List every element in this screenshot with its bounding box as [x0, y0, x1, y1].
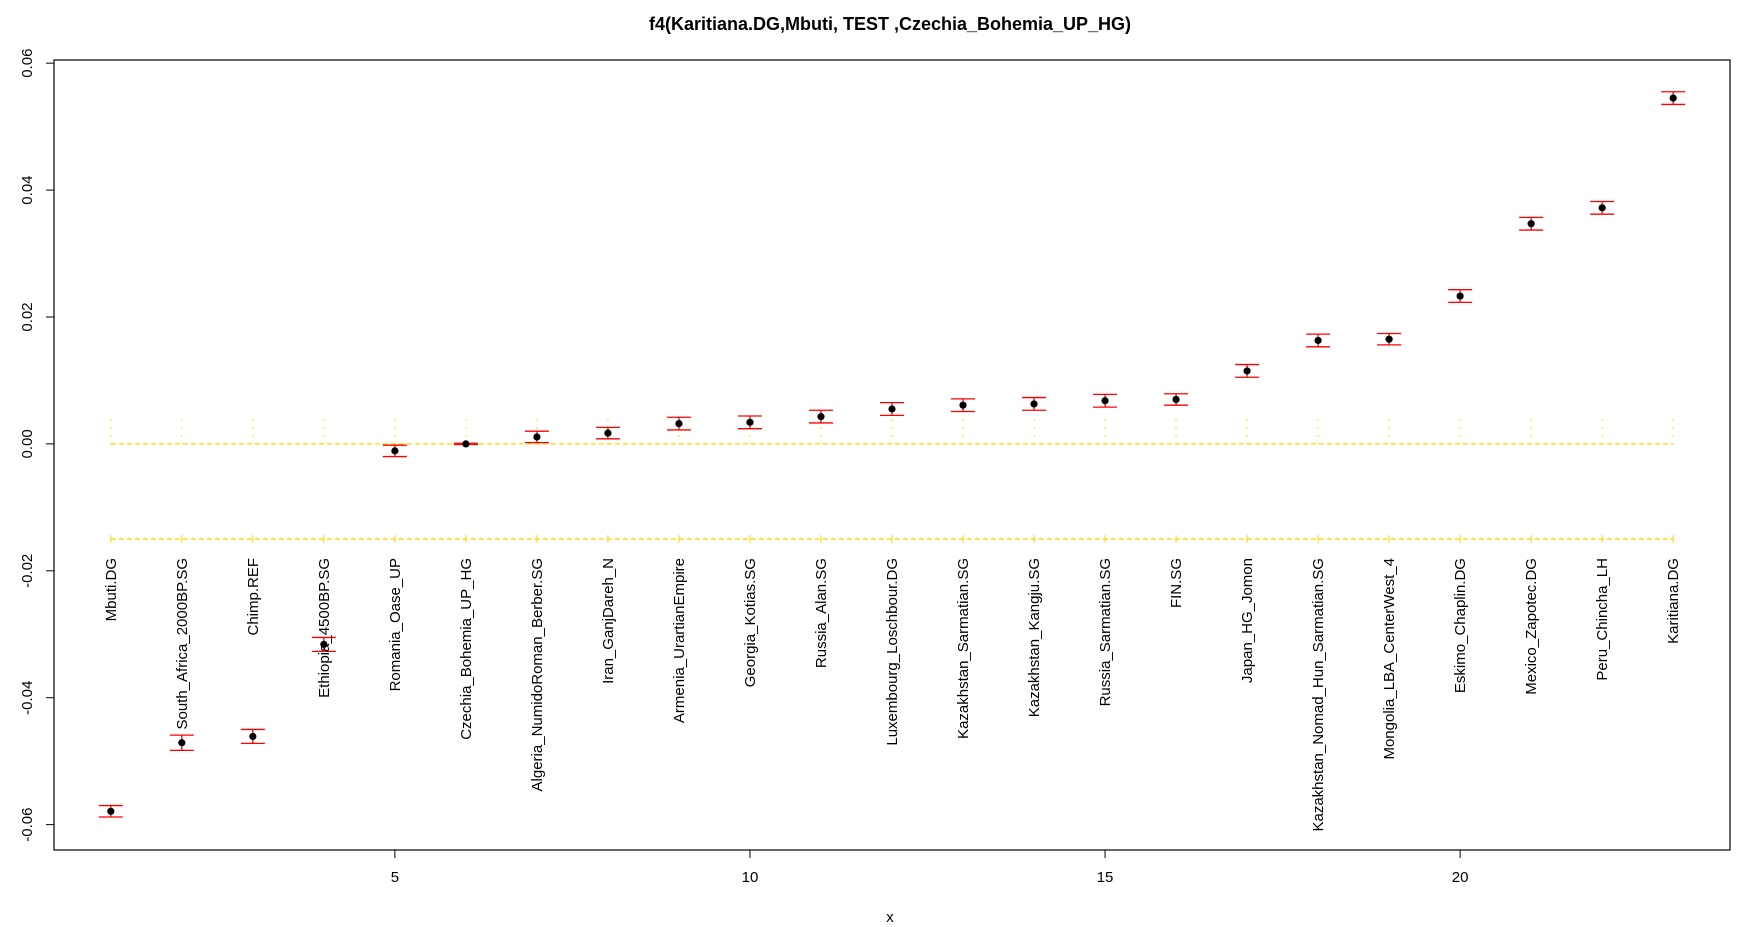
- category-label-8: Iran_GanjDareh_N: [600, 558, 617, 684]
- category-label-23: Karitiana.DG: [1665, 558, 1682, 644]
- x-tick-label-3: 20: [1452, 869, 1469, 886]
- axes: -0.06 -0.04 -0.02 0.00 0.02 0.04 0.06 5 10 15 20: [19, 49, 1468, 886]
- y-tick-label-4: 0.02: [19, 302, 36, 331]
- data-point-3: [249, 732, 257, 741]
- x-tick-label-1: 10: [742, 869, 759, 886]
- category-label-4: Ethiopia_4500BP.SG: [316, 558, 333, 698]
- data-point-5: [391, 447, 399, 455]
- data-points: [107, 94, 1677, 815]
- y-tick-label-0: -0.06: [19, 808, 36, 842]
- data-point-13: [959, 401, 967, 409]
- category-label-15: Russia_Sarmatian.SG: [1097, 558, 1114, 706]
- chart-title: f4(Karitiana.DG,Mbuti, TEST ,Czechia_Boh…: [649, 14, 1131, 34]
- data-point-9: [675, 419, 683, 428]
- category-label-5: Romania_Oase_UP: [387, 558, 404, 691]
- x-axis-title: x: [886, 909, 894, 926]
- y-tick-label-5: 0.04: [19, 175, 36, 204]
- x-tick-label-2: 15: [1097, 869, 1114, 886]
- error-bars: [98, 91, 1686, 818]
- y-tick-label-6: 0.06: [19, 49, 36, 78]
- category-label-14: Kazakhstan_Kangju.SG: [1026, 558, 1043, 717]
- data-point-6: [462, 440, 470, 448]
- y-tick-label-2: -0.02: [19, 554, 36, 588]
- data-point-17: [1243, 367, 1251, 375]
- plot-area: [53, 59, 1731, 851]
- category-label-22: Peru_Chincha_LH: [1594, 558, 1611, 681]
- category-label-16: FIN.SG: [1168, 558, 1185, 608]
- data-point-21: [1527, 220, 1535, 228]
- y-tick-label-3: 0.00: [19, 429, 36, 458]
- category-label-21: Mexico_Zapotec.DG: [1523, 558, 1540, 695]
- category-label-20: Eskimo_Chaplin.DG: [1452, 558, 1469, 693]
- data-point-15: [1101, 397, 1109, 405]
- data-point-1: [107, 807, 115, 815]
- data-point-4: [320, 640, 328, 649]
- data-point-22: [1598, 204, 1606, 212]
- data-point-8: [604, 429, 612, 437]
- category-label-9: Armenia_UrartianEmpire: [671, 558, 688, 723]
- data-point-12: [888, 405, 896, 413]
- data-point-14: [1030, 400, 1038, 408]
- category-label-6: Czechia_Bohemia_UP_HG: [458, 558, 475, 740]
- category-label-7: Algeria_NumidoRoman_Berber.SG: [529, 558, 546, 791]
- category-label-10: Georgia_Kotias.SG: [742, 558, 759, 687]
- category-label-18: Kazakhstan_Nomad_Hun_Sarmatian.SG: [1310, 558, 1327, 832]
- data-point-2: [178, 739, 186, 747]
- x-tick-label-0: 5: [391, 869, 399, 886]
- category-label-11: Russia_Alan.SG: [813, 558, 830, 668]
- category-label-12: Luxembourg_Loschbour.DG: [884, 558, 901, 746]
- data-point-23: [1669, 94, 1677, 102]
- category-label-17: Japan_HG_Jomon: [1239, 558, 1256, 683]
- category-label-2: South_Africa_2000BP.SG: [174, 558, 191, 730]
- data-point-20: [1456, 292, 1464, 300]
- plot-frame: [53, 59, 1731, 851]
- category-label-1: Mbuti.DG: [103, 558, 120, 621]
- data-point-16: [1172, 395, 1180, 404]
- y-tick-label-1: -0.04: [19, 681, 36, 715]
- data-point-11: [817, 413, 825, 421]
- category-label-19: Mongolia_LBA_CenterWest_4: [1381, 558, 1398, 760]
- category-labels: Mbuti.DG South_Africa_2000BP.SG Chimp.REF E…: [103, 558, 1682, 832]
- data-point-10: [746, 418, 754, 426]
- category-label-13: Kazakhstan_Sarmatian.SG: [955, 558, 972, 739]
- data-point-7: [533, 433, 541, 441]
- category-label-3: Chimp.REF: [245, 558, 262, 636]
- data-point-18: [1314, 336, 1322, 345]
- reference-lines: [110, 418, 1674, 544]
- data-point-19: [1385, 335, 1393, 343]
